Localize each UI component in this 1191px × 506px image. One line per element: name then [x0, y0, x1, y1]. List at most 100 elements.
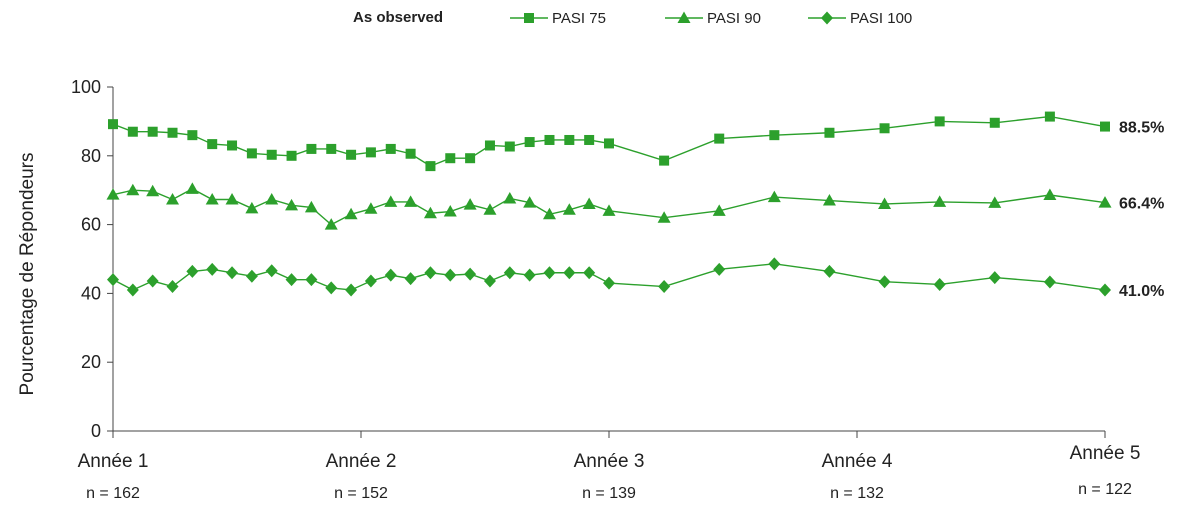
data-point [503, 191, 517, 204]
data-point [443, 205, 457, 217]
y-tick-label: 0 [91, 421, 101, 441]
data-point [106, 188, 120, 200]
data-point [404, 195, 418, 207]
data-point [126, 283, 139, 297]
data-point [405, 148, 416, 159]
data-point [346, 149, 357, 160]
y-tick-label: 60 [81, 215, 101, 235]
data-point [384, 268, 397, 282]
data-point [933, 195, 947, 207]
data-point [166, 192, 180, 205]
data-point [464, 267, 477, 281]
data-point [658, 280, 671, 294]
data-point [582, 197, 596, 209]
data-point [988, 196, 1002, 208]
data-point [767, 190, 781, 203]
data-point [989, 117, 1000, 128]
data-point [245, 269, 258, 283]
data-point [305, 273, 318, 287]
data-point [584, 134, 595, 145]
data-point [285, 198, 299, 211]
y-tick-label: 100 [71, 77, 101, 97]
data-point [425, 161, 436, 172]
data-point [225, 192, 239, 205]
data-point [602, 204, 616, 216]
y-tick-label: 40 [81, 283, 101, 303]
data-point [659, 155, 670, 166]
data-point [304, 200, 318, 213]
data-point [265, 264, 278, 278]
data-point [384, 195, 398, 207]
data-point [564, 134, 575, 145]
data-point [445, 153, 456, 164]
data-point [206, 262, 219, 276]
data-point [823, 264, 836, 278]
data-point [544, 134, 555, 145]
data-point [285, 273, 298, 287]
data-point [306, 143, 317, 154]
data-point [365, 147, 376, 158]
n-count-label: n = 139 [582, 485, 636, 501]
data-point [583, 266, 596, 280]
data-point [463, 198, 477, 210]
y-axis-label: Pourcentage de Répondeurs [17, 153, 38, 396]
data-point [934, 116, 945, 127]
x-tick-label: Année 2 [326, 451, 397, 472]
data-point [146, 184, 160, 197]
data-point [364, 274, 377, 288]
legend-label: PASI 100 [850, 10, 912, 27]
y-tick-label: 20 [81, 352, 101, 372]
n-count-label: n = 132 [830, 485, 884, 501]
x-tick-label: Année 5 [1070, 443, 1141, 464]
data-point [523, 196, 537, 208]
data-point [245, 201, 259, 214]
data-point [1098, 196, 1112, 208]
data-point [483, 203, 497, 215]
data-point [385, 143, 396, 154]
end-value-label: 66.4% [1119, 196, 1164, 213]
data-point [364, 202, 378, 214]
data-point [185, 182, 199, 194]
n-count-label: n = 152 [334, 485, 388, 501]
data-point [344, 207, 358, 220]
data-point [769, 130, 780, 141]
x-tick-label: Année 1 [78, 451, 149, 472]
data-point [126, 183, 140, 196]
data-point [714, 133, 725, 144]
series-pasi-75: 88.5% [108, 111, 1164, 172]
data-point [166, 280, 179, 294]
data-point [1043, 275, 1056, 289]
data-point [444, 268, 457, 282]
y-tick-label: 80 [81, 146, 101, 166]
data-point [146, 274, 159, 288]
data-point [1044, 111, 1055, 122]
data-point [187, 130, 198, 141]
data-point [1099, 283, 1111, 297]
data-point [265, 192, 279, 205]
data-point [524, 137, 535, 148]
series-pasi-100: 41.0% [107, 257, 1164, 300]
data-point [562, 203, 576, 215]
data-point [878, 275, 891, 289]
data-point [878, 197, 892, 209]
data-point [824, 127, 835, 138]
data-point [107, 273, 119, 287]
data-point [657, 211, 671, 223]
data-point [988, 271, 1001, 285]
axes: 0 20 40 60 80 100 Année 1 n = 162 Année 2 n = 152… [71, 77, 1141, 502]
data-point [167, 127, 178, 138]
data-point [822, 194, 836, 206]
data-point [879, 123, 890, 134]
x-tick-label: Année 3 [574, 451, 645, 472]
data-point [604, 138, 614, 149]
legend-item-pasi-100: PASI 100 [808, 10, 912, 27]
data-point [465, 153, 476, 164]
data-point [1043, 188, 1057, 201]
data-point [713, 262, 726, 276]
data-point [484, 140, 495, 151]
legend-label: PASI 90 [707, 10, 761, 27]
data-point [1100, 121, 1110, 132]
data-point [712, 204, 726, 216]
data-point [423, 206, 437, 219]
n-count-label: n = 162 [86, 485, 140, 501]
